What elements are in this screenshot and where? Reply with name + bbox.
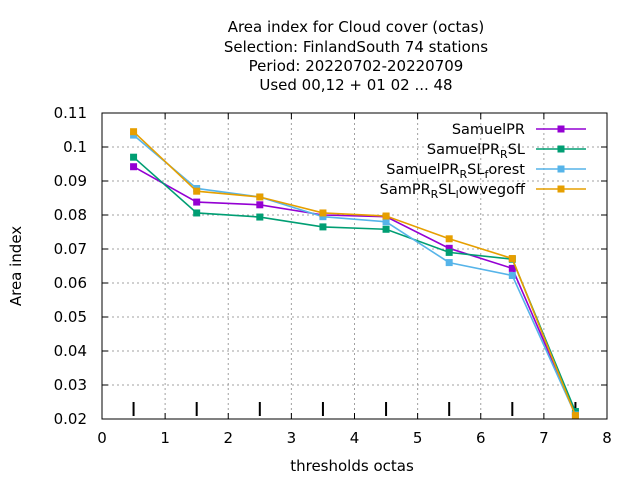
data-point	[382, 212, 390, 220]
x-tick-label: 8	[602, 429, 612, 447]
data-point	[256, 201, 264, 209]
x-tick-label: 0	[97, 429, 107, 447]
data-point	[557, 145, 565, 153]
x-axis-label: thresholds octas	[290, 457, 414, 475]
x-tick-label: 1	[160, 429, 170, 447]
legend-entry: SamPRRSLlowvegoff	[380, 182, 586, 201]
legend-label: SamuelPRRSLforest	[386, 162, 525, 181]
legend-label: SamuelPRRSL	[427, 142, 525, 161]
y-tick-label: 0.07	[54, 240, 87, 258]
y-tick-label: 0.03	[54, 376, 87, 394]
x-tick-label: 3	[287, 429, 297, 447]
series-line	[133, 134, 577, 416]
data-point	[557, 185, 565, 193]
data-point	[571, 412, 579, 420]
data-point	[193, 198, 201, 206]
legend-entry: SamuelPRRSLforest	[386, 162, 586, 181]
y-axis-ticks: 0.02 0.03 0.04 0.05 0.06 0.07 0.08 0.09 0.1 0.11	[54, 104, 607, 428]
series-line	[133, 131, 577, 416]
legend-label: SamPRRSLlowvegoff	[380, 182, 526, 201]
legend-entry: SamuelPR	[452, 122, 586, 138]
series-line	[133, 156, 577, 412]
title-line-2: Selection: FinlandSouth 74 stations	[224, 38, 488, 56]
series-lines	[130, 128, 579, 420]
data-point	[382, 218, 390, 226]
title-line-4: Used 00,12 + 01 02 ... 48	[259, 76, 452, 94]
data-point	[130, 128, 138, 136]
x-tick-label: 5	[413, 429, 423, 447]
data-point	[130, 163, 138, 171]
y-axis-label: Area index	[7, 226, 25, 306]
data-point	[557, 125, 565, 133]
y-tick-label: 0.1	[63, 138, 87, 156]
title-line-3: Period: 20220702-20220709	[249, 57, 464, 75]
y-tick-label: 0.09	[54, 172, 87, 190]
y-tick-label: 0.04	[54, 342, 87, 360]
x-axis-ticks: 0 1 2 3 4 5 6 7 8	[97, 113, 612, 447]
y-tick-label: 0.06	[54, 274, 87, 292]
y-tick-label: 0.08	[54, 206, 87, 224]
series-SamPR_RSL_lowvegoff	[130, 128, 579, 420]
x-tick-label: 7	[539, 429, 549, 447]
data-point	[557, 165, 565, 173]
y-tick-label: 0.05	[54, 308, 87, 326]
x-tick-label: 6	[476, 429, 486, 447]
data-point	[445, 235, 453, 243]
grid	[102, 113, 607, 419]
data-point	[256, 193, 264, 201]
legend-label: SamuelPR	[452, 122, 525, 138]
y-tick-label: 0.02	[54, 410, 87, 428]
data-point	[319, 209, 327, 217]
data-point	[382, 225, 390, 233]
y-tick-label: 0.11	[54, 104, 87, 122]
threshold-markers	[132, 402, 577, 416]
data-point	[508, 272, 516, 280]
legend: SamuelPR SamuelPRRSLSamuelPRRSLforestSamP…	[380, 122, 586, 201]
x-tick-label: 2	[223, 429, 233, 447]
data-point	[319, 223, 327, 231]
chart-title: Area index for Cloud cover (octas) Selec…	[224, 18, 488, 94]
data-point	[445, 248, 453, 256]
series-line	[133, 166, 577, 415]
title-line-1: Area index for Cloud cover (octas)	[228, 18, 485, 36]
data-point	[193, 209, 201, 217]
x-tick-label: 4	[350, 429, 360, 447]
data-point	[193, 187, 201, 195]
data-point	[445, 259, 453, 267]
data-point	[130, 153, 138, 161]
legend-entry: SamuelPRRSL	[427, 142, 586, 161]
data-point	[508, 255, 516, 263]
data-point	[256, 213, 264, 221]
